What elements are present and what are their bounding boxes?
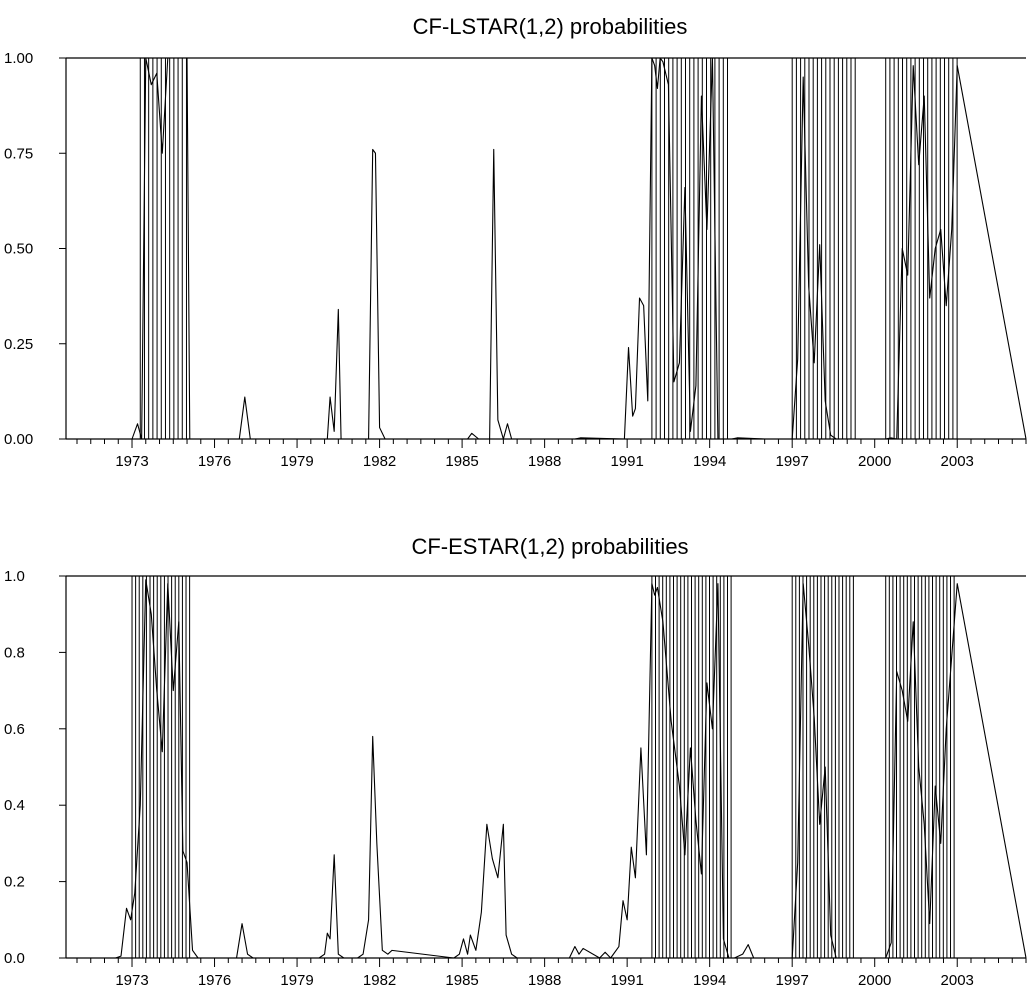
x-tick-label: 1979	[280, 972, 313, 989]
shaded-region	[131, 576, 191, 958]
probability-line	[77, 57, 1027, 440]
shaded-region	[885, 576, 955, 958]
chart-title: CF-LSTAR(1,2) probabilities	[413, 14, 688, 39]
x-tick-label: 2000	[858, 453, 891, 470]
x-tick-label: 1976	[198, 972, 231, 989]
x-tick-label: 1982	[363, 972, 396, 989]
y-tick-label: 1.00	[4, 50, 33, 67]
shaded-region	[651, 58, 728, 439]
y-tick-label: 0.6	[4, 721, 25, 738]
shaded-region	[651, 576, 732, 958]
y-tick-label: 0.2	[4, 874, 25, 891]
x-tick-label: 2003	[941, 453, 974, 470]
x-tick-label: 1985	[445, 972, 478, 989]
x-tick-label: 1994	[693, 453, 726, 470]
x-tick-label: 1988	[528, 972, 561, 989]
y-tick-label: 0.50	[4, 241, 33, 258]
x-tick-label: 1994	[693, 972, 726, 989]
x-tick-label: 1991	[610, 453, 643, 470]
x-tick-label: 1997	[776, 972, 809, 989]
x-tick-label: 1985	[445, 453, 478, 470]
y-tick-label: 0.00	[4, 431, 33, 448]
x-tick-label: 1979	[280, 453, 313, 470]
chart-title: CF-ESTAR(1,2) probabilities	[411, 534, 688, 559]
estar-panel: CF-ESTAR(1,2) probabilities 1973 1976 1979…	[4, 534, 1027, 989]
y-tick-label: 0.8	[4, 644, 25, 661]
y-tick-label: 0.75	[4, 145, 33, 162]
x-tick-label: 2000	[858, 972, 891, 989]
shaded-region	[885, 58, 958, 439]
x-tick-label: 1976	[198, 453, 231, 470]
lstar-panel: CF-LSTAR(1,2) probabilities 1973 1976 1979…	[4, 14, 1027, 470]
shaded-region	[139, 58, 187, 439]
y-tick-label: 0.4	[4, 797, 25, 814]
shaded-region	[791, 576, 854, 958]
x-tick-label: 1988	[528, 453, 561, 470]
y-tick-label: 0.25	[4, 336, 33, 353]
probability-line	[77, 579, 1027, 959]
y-tick-label: 1.0	[4, 568, 25, 585]
x-tick-label: 2003	[941, 972, 974, 989]
x-tick-label: 1997	[776, 453, 809, 470]
shaded-region	[791, 58, 856, 439]
x-tick-label: 1973	[115, 972, 148, 989]
y-tick-label: 0.0	[4, 950, 25, 967]
x-tick-label: 1991	[610, 972, 643, 989]
x-tick-label: 1973	[115, 453, 148, 470]
x-tick-label: 1982	[363, 453, 396, 470]
